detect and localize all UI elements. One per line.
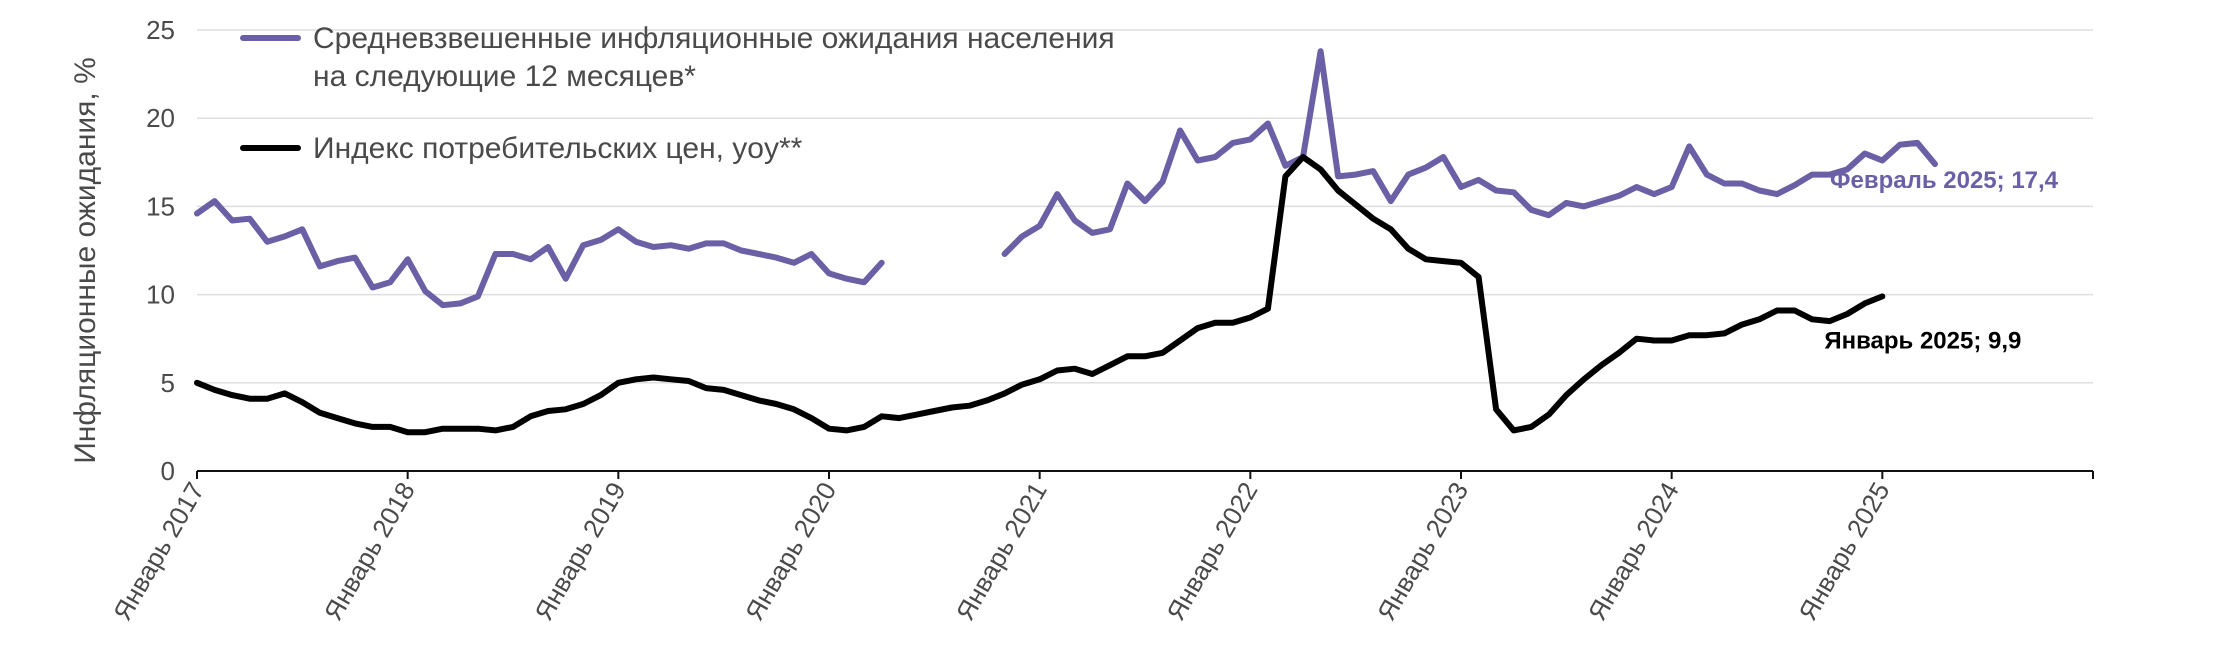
x-tick-label: Январь 2021 [950,477,1053,626]
x-tick-label: Январь 2020 [739,477,842,626]
annotation-0: Февраль 2025; 17,4 [1830,167,2059,194]
legend-label-0: Средневзвешенные инфляционные ожидания н… [313,22,1115,55]
x-tick-label: Январь 2024 [1582,477,1685,626]
x-axis-ticks: Январь 2017 Январь 2018 Январь 2019 Январь … [107,477,1895,626]
x-tick-label: Январь 2023 [1371,477,1474,626]
y-axis-ticks: 0 5 10 15 20 25 [146,15,175,486]
x-tick-label: Январь 2018 [318,477,421,626]
series-line-0 [194,48,1938,309]
legend: Средневзвешенные инфляционные ожидания н… [240,22,1115,165]
y-axis-label: Инфляционные ожидания, % [69,57,102,464]
x-tick-label: Январь 2025 [1792,477,1895,626]
x-axis [196,470,2094,479]
legend-label-0: на следующие 12 месяцев* [313,60,696,93]
annotation-1: Январь 2025; 9,9 [1824,327,2021,354]
y-tick-label: 20 [146,103,175,133]
annotations: Февраль 2025; 17,4 Январь 2025; 9,9 [1824,167,2058,354]
gridlines [197,29,2093,384]
x-tick-label: Январь 2022 [1160,477,1263,626]
y-tick-label: 5 [161,368,175,398]
y-tick-label: 15 [146,191,175,221]
y-tick-label: 0 [161,456,175,486]
series-lines [194,48,1938,436]
y-tick-label: 25 [146,15,175,45]
legend-label-1: Индекс потребительских цен, yoy** [313,132,803,165]
y-tick-label: 10 [146,280,175,310]
x-tick-label: Январь 2017 [107,477,210,626]
x-tick-label: Январь 2019 [528,477,631,626]
series-line-1 [194,154,1886,436]
